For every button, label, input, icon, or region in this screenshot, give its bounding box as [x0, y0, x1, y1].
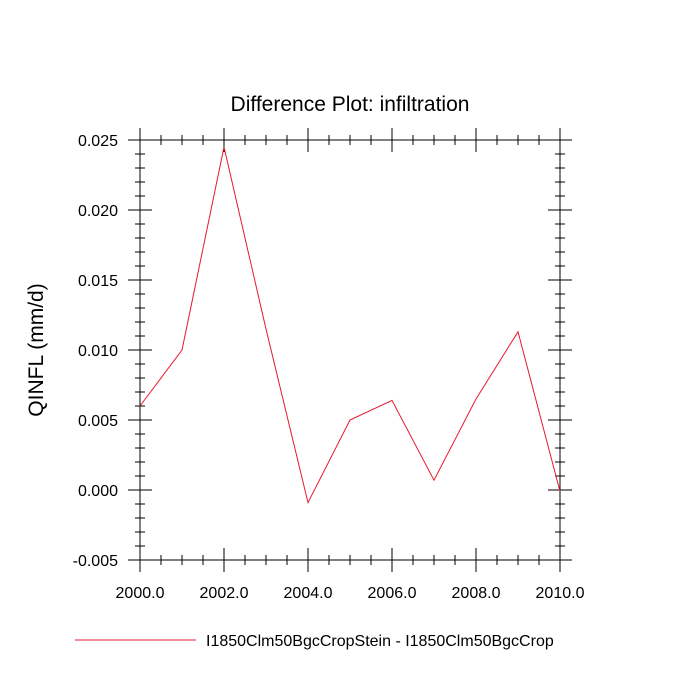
x-tick-label: 2006.0	[368, 585, 417, 602]
x-tick-label: 2008.0	[452, 585, 501, 602]
chart-title: Difference Plot: infiltration	[231, 93, 470, 116]
y-tick-label: 0.010	[78, 343, 118, 360]
axis-ticks	[128, 128, 572, 572]
x-tick-label: 2002.0	[200, 585, 249, 602]
x-tick-label: 2004.0	[284, 585, 333, 602]
y-tick-label: 0.000	[78, 483, 118, 500]
y-tick-label: 0.025	[78, 133, 118, 150]
y-tick-label: 0.020	[78, 203, 118, 220]
y-tick-label: -0.005	[73, 553, 118, 570]
legend: I1850Clm50BgcCropStein - I1850Clm50BgcCr…	[75, 633, 554, 650]
y-tick-label: 0.015	[78, 273, 118, 290]
series-line	[139, 146, 561, 505]
x-tick-label: 2010.0	[536, 585, 585, 602]
y-tick-label: 0.005	[78, 413, 118, 430]
legend-label: I1850Clm50BgcCropStein - I1850Clm50BgcCr…	[206, 633, 554, 650]
series-layer	[139, 146, 561, 505]
plot-frame	[139, 139, 561, 561]
y-axis-label: QINFL (mm/d)	[25, 283, 48, 416]
axis-tick-labels: 2000.0 2002.0 2004.0 2006.0 2008.0 2010.0 -0.0…	[73, 133, 585, 602]
x-tick-label: 2000.0	[116, 585, 165, 602]
